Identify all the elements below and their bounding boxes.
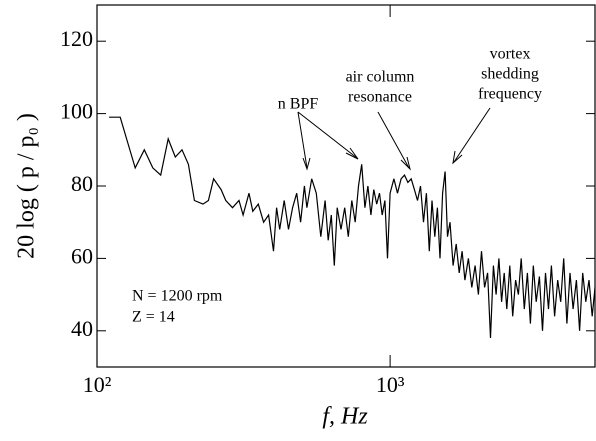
annotation: shedding: [481, 66, 539, 83]
arrow-head: [302, 157, 311, 171]
y-tick-label: 40: [71, 316, 93, 341]
annotation: frequency: [478, 86, 542, 103]
y-tick-label: 60: [71, 243, 93, 268]
spectrum-line: [109, 116, 595, 339]
arrow: [297, 111, 308, 169]
arrow: [453, 107, 491, 163]
annotation: N = 1200 rpm: [132, 288, 223, 305]
plot-area: [109, 116, 595, 339]
y-axis-label: 20 log ( p / p₀ ): [14, 113, 40, 259]
annotation: n BPF: [278, 96, 319, 113]
x-tick-label: 10³: [376, 372, 405, 397]
arrow-head: [400, 156, 411, 171]
annotation: resonance: [348, 89, 412, 106]
annotation: air column: [346, 69, 415, 86]
y-tick-label: 80: [71, 171, 93, 196]
annotation: Z = 14: [132, 309, 175, 326]
y-tick-label: 100: [60, 99, 93, 124]
y-tick-label: 120: [60, 26, 93, 51]
arrow-head: [345, 147, 359, 160]
arrows: [297, 107, 491, 171]
arrow: [297, 111, 358, 159]
x-tick-label: 10²: [83, 372, 112, 397]
annotation: vortex: [490, 46, 531, 63]
x-axis-label: f, Hz: [322, 404, 368, 430]
arrow-head: [452, 150, 463, 165]
arrow: [377, 111, 410, 169]
